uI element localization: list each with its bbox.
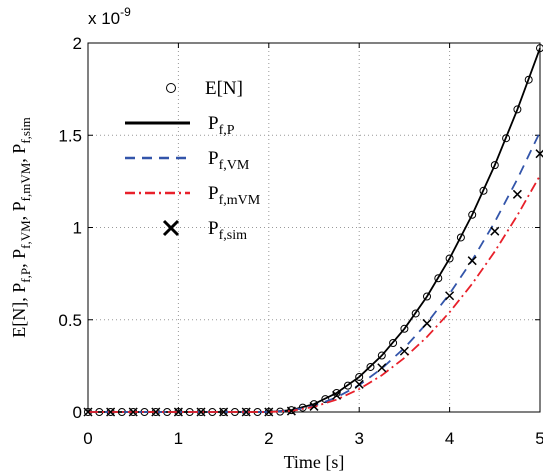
legend-label: Pf,VM xyxy=(208,148,250,173)
series-line xyxy=(88,131,541,413)
legend-sub: f,P xyxy=(219,123,235,138)
point-marker xyxy=(422,318,432,328)
point-marker xyxy=(332,390,342,400)
point-marker xyxy=(366,362,375,371)
legend-item: Pf,P xyxy=(125,113,235,138)
x-tick-label: 1 xyxy=(174,429,183,448)
point-marker xyxy=(513,105,522,114)
legend-name: P xyxy=(208,183,219,204)
point-marker xyxy=(536,44,543,53)
point-marker xyxy=(264,407,274,417)
point-marker xyxy=(490,161,499,170)
legend-item: Pf,VM xyxy=(125,148,250,173)
point-marker xyxy=(354,379,364,389)
point-marker xyxy=(512,189,522,199)
point-marker xyxy=(128,407,138,417)
point-marker xyxy=(399,346,409,356)
legend-label: E[N] xyxy=(205,78,243,99)
y-multiplier: x 10-9 xyxy=(88,5,131,28)
point-marker xyxy=(400,324,409,333)
legend-item: Pf,sim xyxy=(162,218,247,243)
point-marker xyxy=(467,256,477,266)
point-marker xyxy=(309,401,319,411)
point-marker xyxy=(490,226,500,236)
point-marker xyxy=(479,186,488,195)
y-multiplier-exp: -9 xyxy=(120,5,131,19)
point-marker xyxy=(106,407,116,417)
point-marker xyxy=(173,407,183,417)
y-label-text: , P xyxy=(9,144,29,163)
legend-swatch xyxy=(162,219,180,237)
y-label-sub: f,mVM xyxy=(18,162,33,201)
y-label-text: E[N], P xyxy=(9,283,29,338)
legend-label: Pf,P xyxy=(208,113,235,138)
legend-name: P xyxy=(208,113,219,134)
y-label-sub: f,VM xyxy=(18,220,33,249)
y-label-sub: f,P xyxy=(18,268,33,283)
legend-label: Pf,mVM xyxy=(208,183,261,208)
legend-sub: f,sim xyxy=(219,228,248,243)
y-tick-label: 1 xyxy=(73,219,82,238)
point-marker xyxy=(389,338,398,347)
y-multiplier-base: x 10 xyxy=(88,9,120,28)
point-marker xyxy=(343,381,352,390)
point-marker xyxy=(196,407,206,417)
y-tick-label: 1.5 xyxy=(58,126,82,145)
point-marker xyxy=(377,351,386,360)
legend-sub: f,mVM xyxy=(219,193,261,208)
point-marker xyxy=(241,407,251,417)
x-tick-label: 0 xyxy=(83,429,92,448)
y-axis-label: E[N], Pf,P, Pf,VM, Pf,mVM, Pf,sim xyxy=(9,117,33,337)
series-line xyxy=(88,175,541,413)
y-label-text: , P xyxy=(9,249,29,268)
point-marker xyxy=(445,291,455,301)
point-marker xyxy=(434,274,443,283)
point-marker xyxy=(219,407,229,417)
legend-sub: f,VM xyxy=(219,158,250,173)
point-marker xyxy=(355,372,364,381)
point-marker xyxy=(151,407,161,417)
legend-swatch xyxy=(166,83,176,93)
legend-name: P xyxy=(208,148,219,169)
plot-frame xyxy=(87,42,541,413)
point-marker xyxy=(423,292,431,301)
point-marker xyxy=(468,210,477,219)
point-marker xyxy=(456,233,465,242)
point-marker xyxy=(411,309,420,318)
y-label-sub: f,sim xyxy=(18,117,33,143)
legend-name: E[N] xyxy=(205,78,243,99)
legend-item: Pf,mVM xyxy=(125,183,261,208)
y-tick-label: 0 xyxy=(73,403,82,422)
y-tick-label: 0.5 xyxy=(58,311,82,330)
point-marker xyxy=(377,363,387,373)
legend-label: Pf,sim xyxy=(208,218,247,243)
point-marker xyxy=(286,406,296,416)
x-tick-label: 5 xyxy=(535,429,543,448)
series-line xyxy=(88,47,541,413)
point-marker xyxy=(332,388,341,397)
point-marker xyxy=(83,407,93,417)
x-axis-label: Time [s] xyxy=(284,452,345,472)
x-tick-label: 4 xyxy=(445,429,454,448)
legend-item: E[N] xyxy=(166,78,243,99)
point-marker xyxy=(502,134,511,143)
x-tick-label: 2 xyxy=(264,429,273,448)
point-marker xyxy=(445,254,454,263)
y-tick-label: 2 xyxy=(73,34,82,53)
legend-name: P xyxy=(208,218,219,239)
y-label-text: , P xyxy=(9,201,29,220)
x-tick-label: 3 xyxy=(354,429,363,448)
